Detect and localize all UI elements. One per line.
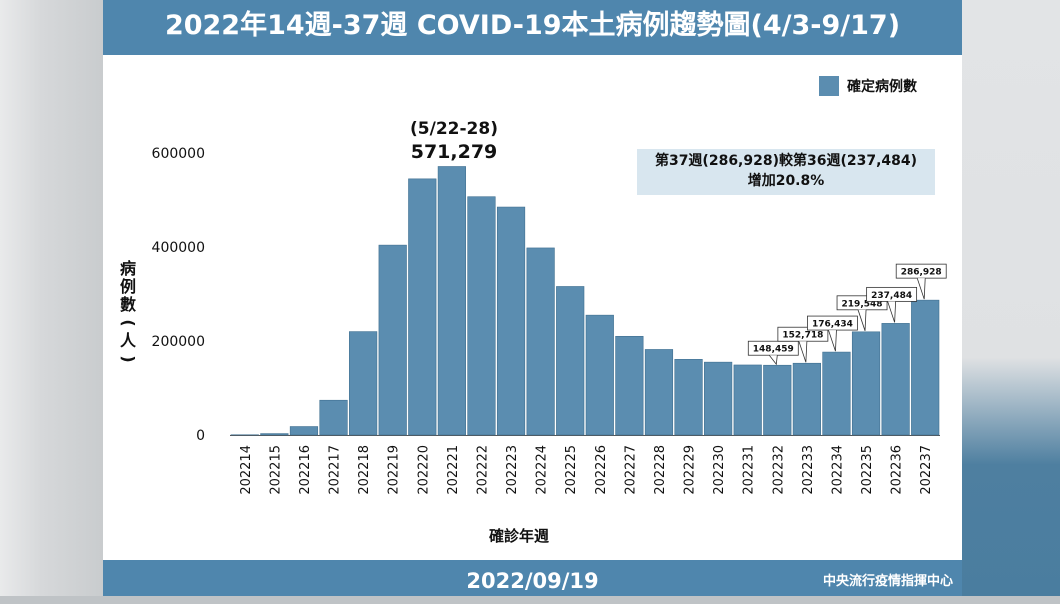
bar-202236	[882, 323, 910, 435]
bar-202225	[556, 286, 584, 435]
bar-202233	[793, 363, 821, 435]
data-label: 152,718	[782, 331, 823, 341]
bar-202221	[438, 166, 466, 435]
data-label-pointer	[799, 341, 807, 362]
bar-202215	[261, 434, 289, 435]
bar-202218	[349, 332, 377, 435]
bar-202216	[290, 427, 318, 435]
bar-202234	[823, 352, 851, 435]
bar-202220	[409, 179, 437, 435]
x-tick-label: 202216	[298, 445, 313, 495]
y-tick-label: 600000	[152, 146, 205, 162]
x-tick-label: 202232	[771, 445, 786, 495]
bar-202224	[527, 248, 555, 435]
data-label-pointer	[858, 310, 866, 331]
x-tick-label: 202234	[830, 445, 845, 495]
bar-202237	[911, 300, 939, 435]
bar-202231	[734, 365, 762, 435]
bar-202226	[586, 315, 614, 435]
x-tick-label: 202227	[623, 445, 638, 495]
x-tick-label: 202214	[239, 445, 254, 495]
data-label: 286,928	[901, 268, 942, 278]
x-tick-label: 202226	[594, 445, 609, 495]
y-tick-label: 400000	[152, 240, 205, 256]
infographic-panel: 2022年14週-37週 COVID-19本土病例趨勢圖(4/3-9/17) 確…	[103, 0, 962, 596]
x-tick-label: 202221	[446, 445, 461, 495]
bar-202230	[704, 362, 732, 435]
data-label: 237,484	[871, 291, 912, 301]
x-tick-label: 202219	[387, 445, 402, 495]
footer-org: 中央流行疫情指揮中心	[743, 560, 953, 596]
data-label-pointer	[888, 301, 896, 322]
bar-202229	[675, 359, 703, 435]
data-label-pointer	[769, 355, 777, 364]
x-tick-label: 202237	[919, 445, 934, 495]
background-left	[0, 0, 103, 596]
x-tick-label: 202236	[890, 445, 905, 495]
x-tick-label: 202228	[653, 445, 668, 495]
x-tick-label: 202231	[742, 445, 757, 495]
data-label: 148,459	[753, 345, 794, 355]
y-tick-label: 0	[196, 428, 205, 444]
bar-202227	[616, 336, 644, 435]
bar-202217	[320, 400, 348, 435]
bar-202223	[497, 207, 525, 435]
x-tick-label: 202215	[268, 445, 283, 495]
x-tick-label: 202229	[683, 445, 698, 495]
x-tick-label: 202235	[860, 445, 875, 495]
x-tick-label: 202220	[416, 445, 431, 495]
x-tick-label: 202217	[328, 445, 343, 495]
x-tick-label: 202230	[712, 445, 727, 495]
bar-202219	[379, 245, 407, 435]
x-tick-label: 202222	[475, 445, 490, 495]
bar-202222	[468, 197, 496, 435]
x-tick-label: 202224	[535, 445, 550, 495]
x-tick-label: 202225	[564, 445, 579, 495]
bar-chart: 0 200000 400000 600000 202214 202215 202216 202…	[103, 0, 962, 560]
bar-202232	[764, 365, 792, 435]
data-label: 176,434	[812, 320, 853, 330]
x-tick-label: 202218	[357, 445, 372, 495]
data-label-pointer	[917, 278, 925, 299]
bar-202235	[852, 332, 880, 435]
x-tick-label: 202223	[505, 445, 520, 495]
y-tick-label: 200000	[152, 334, 205, 350]
bar-202228	[645, 349, 673, 435]
background-right	[962, 0, 1060, 596]
x-tick-label: 202233	[801, 445, 816, 495]
data-label-pointer	[828, 330, 836, 351]
